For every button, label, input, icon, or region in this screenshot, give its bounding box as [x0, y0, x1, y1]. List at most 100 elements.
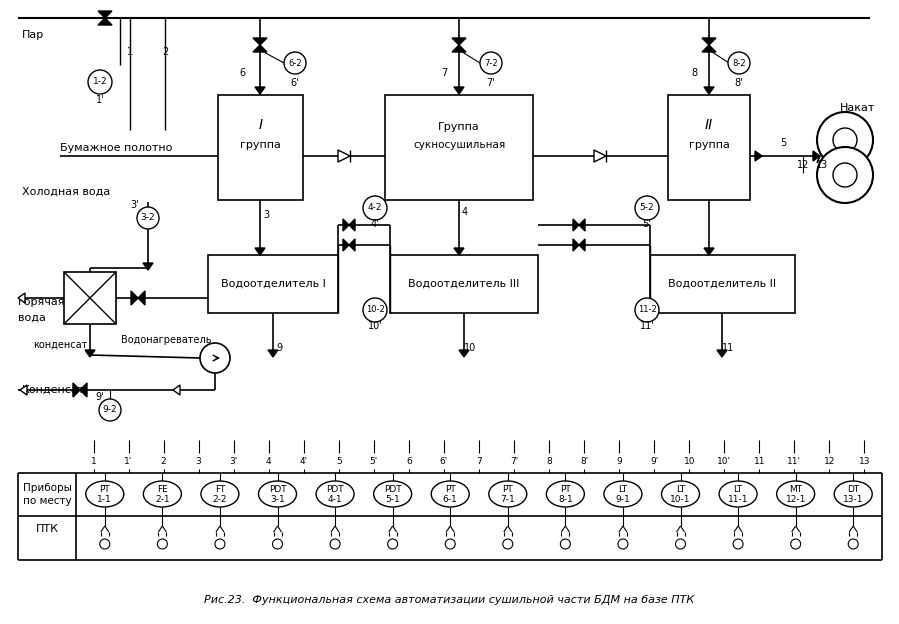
Circle shape	[849, 539, 859, 549]
Ellipse shape	[316, 481, 354, 507]
Text: Холодная вода: Холодная вода	[22, 187, 111, 197]
Bar	[218, 95, 303, 200]
Polygon shape	[18, 293, 25, 303]
Text: 5-1: 5-1	[386, 495, 400, 504]
Text: Приборы: Приборы	[22, 483, 71, 493]
Circle shape	[272, 539, 282, 549]
Polygon shape	[594, 150, 606, 162]
Polygon shape	[173, 385, 180, 395]
Polygon shape	[338, 150, 350, 162]
Text: 5': 5'	[643, 219, 652, 229]
Text: Конденсат: Конденсат	[22, 385, 85, 395]
Bar	[208, 255, 338, 313]
Text: группа: группа	[689, 140, 729, 150]
Text: 11': 11'	[788, 457, 801, 466]
Text: 7-2: 7-2	[485, 59, 498, 67]
Text: 7: 7	[476, 457, 482, 466]
Circle shape	[330, 539, 340, 549]
Circle shape	[480, 52, 502, 74]
Text: 1-2: 1-2	[93, 77, 107, 87]
Polygon shape	[253, 38, 267, 45]
Circle shape	[833, 128, 857, 152]
Text: Пар: Пар	[22, 30, 44, 40]
Text: 2: 2	[161, 457, 166, 466]
Polygon shape	[80, 383, 87, 397]
Circle shape	[88, 70, 112, 94]
Text: 8: 8	[691, 68, 697, 78]
Text: PDT: PDT	[326, 485, 344, 494]
Text: Водоотделитель I: Водоотделитель I	[220, 279, 325, 289]
Text: 11: 11	[753, 457, 765, 466]
Text: 9': 9'	[650, 457, 658, 466]
Text: 13-1: 13-1	[843, 495, 863, 504]
Text: Рис.23.  Функциональная схема автоматизации сушильной части БДМ на базе ПТК: Рис.23. Функциональная схема автоматизац…	[204, 595, 694, 605]
Circle shape	[833, 163, 857, 187]
Polygon shape	[459, 350, 469, 357]
Polygon shape	[579, 239, 585, 251]
Text: ПТК: ПТК	[35, 524, 58, 534]
Text: LT: LT	[619, 485, 628, 494]
Text: по месту: по месту	[22, 496, 71, 506]
Text: вода: вода	[18, 313, 46, 323]
Polygon shape	[755, 151, 762, 161]
Circle shape	[817, 147, 873, 203]
Ellipse shape	[604, 481, 642, 507]
Circle shape	[363, 196, 387, 220]
Text: 1-1: 1-1	[97, 495, 112, 504]
Polygon shape	[454, 87, 464, 94]
Ellipse shape	[489, 481, 527, 507]
Text: PDT: PDT	[384, 485, 402, 494]
Text: конденсат: конденсат	[33, 340, 88, 350]
Polygon shape	[573, 219, 579, 231]
Circle shape	[728, 52, 750, 74]
Text: 1': 1'	[95, 95, 104, 105]
Circle shape	[733, 539, 743, 549]
Ellipse shape	[143, 481, 182, 507]
Circle shape	[137, 207, 159, 229]
Polygon shape	[343, 219, 349, 231]
Text: 5': 5'	[369, 457, 378, 466]
Bar	[668, 95, 750, 200]
Text: FE: FE	[157, 485, 168, 494]
Text: 8-1: 8-1	[558, 495, 573, 504]
Text: 5: 5	[779, 138, 786, 148]
Polygon shape	[702, 45, 716, 52]
Text: 6: 6	[239, 68, 245, 78]
Text: 3: 3	[263, 210, 269, 220]
Circle shape	[560, 539, 570, 549]
Ellipse shape	[834, 481, 872, 507]
Text: 9-1: 9-1	[616, 495, 630, 504]
Circle shape	[215, 539, 225, 549]
Text: 3-2: 3-2	[140, 213, 156, 223]
Text: 8-2: 8-2	[732, 59, 746, 67]
Circle shape	[635, 298, 659, 322]
Text: 6': 6'	[440, 457, 448, 466]
Ellipse shape	[719, 481, 757, 507]
Text: 12: 12	[823, 457, 835, 466]
Text: 8: 8	[547, 457, 552, 466]
Text: LT: LT	[734, 485, 743, 494]
Ellipse shape	[432, 481, 469, 507]
Polygon shape	[704, 87, 714, 94]
Circle shape	[284, 52, 306, 74]
Text: 4-2: 4-2	[368, 203, 382, 213]
Text: 4': 4'	[370, 219, 379, 229]
Ellipse shape	[662, 481, 699, 507]
Polygon shape	[98, 11, 112, 18]
Ellipse shape	[259, 481, 297, 507]
Ellipse shape	[85, 481, 124, 507]
Text: 1: 1	[91, 457, 96, 466]
Text: 5-2: 5-2	[640, 203, 654, 213]
Text: 4': 4'	[299, 457, 307, 466]
Polygon shape	[268, 350, 278, 357]
Text: 9-2: 9-2	[102, 406, 117, 414]
Text: Водоотделитель II: Водоотделитель II	[668, 279, 776, 289]
Text: 10-1: 10-1	[671, 495, 690, 504]
Polygon shape	[349, 239, 355, 251]
Circle shape	[99, 399, 121, 421]
Circle shape	[790, 539, 801, 549]
Text: 6-2: 6-2	[289, 59, 302, 67]
Circle shape	[445, 539, 455, 549]
Polygon shape	[20, 385, 27, 395]
Circle shape	[503, 539, 512, 549]
